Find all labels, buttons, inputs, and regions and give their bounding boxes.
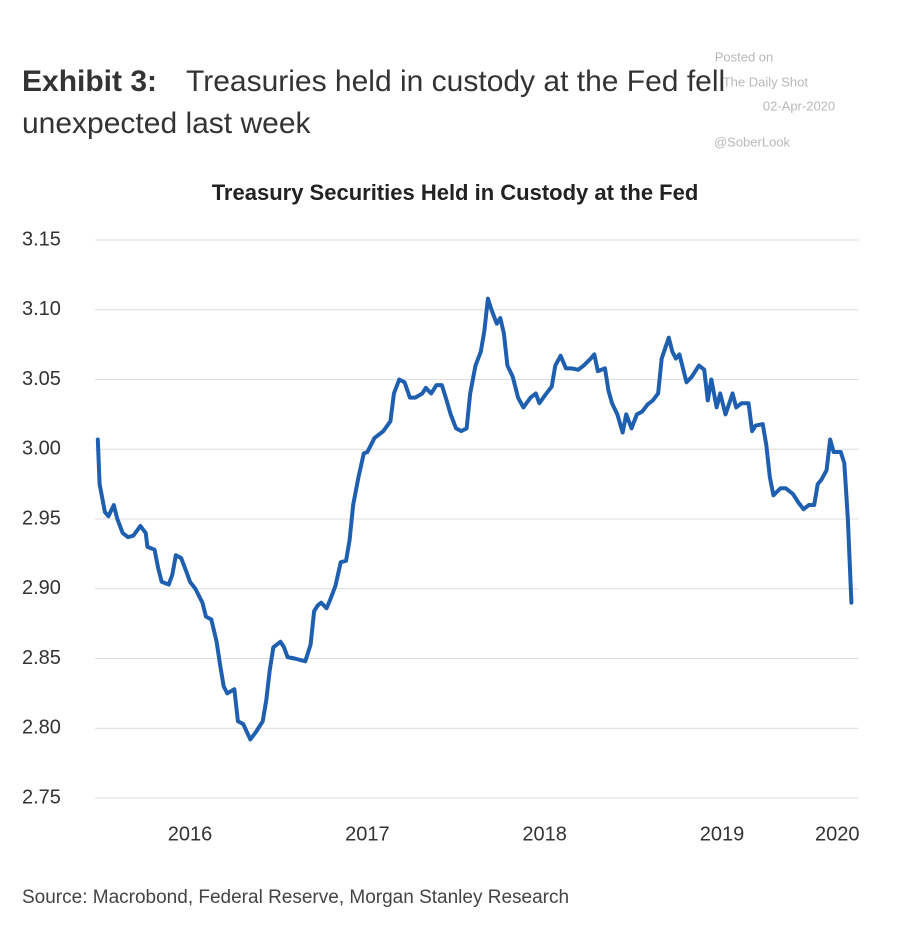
y-tick-label: 2.90 [22, 577, 61, 599]
data-line [95, 296, 854, 742]
headline: unexpected last week [22, 107, 312, 140]
headline: Treasuries held in custody at the Fed fe… [186, 65, 725, 98]
x-tick-label: 2020 [815, 823, 860, 845]
y-tick-label: 2.80 [22, 717, 61, 739]
y-tick-label: 3.05 [22, 368, 61, 390]
y-tick-label: 3.15 [22, 228, 61, 250]
y-tick-label: 2.95 [22, 507, 61, 529]
y-tick-label: 3.10 [22, 298, 61, 320]
y-tick-label: 2.85 [22, 647, 61, 669]
exhibit-label: Exhibit 3: [22, 65, 157, 98]
watermark: The Daily Shot [723, 74, 809, 89]
watermark: @SoberLook [714, 134, 791, 149]
x-tick-label: 2017 [345, 823, 390, 845]
watermark: 02-Apr-2020 [763, 98, 835, 113]
x-tick-label: 2019 [700, 823, 745, 845]
x-tick-label: 2016 [168, 823, 213, 845]
source: Source: Macrobond, Federal Reserve, Morg… [22, 887, 569, 908]
x-tick-label: 2018 [522, 823, 567, 845]
watermark: Posted on [715, 49, 774, 64]
y-tick-label: 3.00 [22, 438, 61, 460]
y-tick-label: 2.75 [22, 786, 61, 808]
chart-title: Treasury Securities Held in Custody at t… [212, 180, 699, 205]
